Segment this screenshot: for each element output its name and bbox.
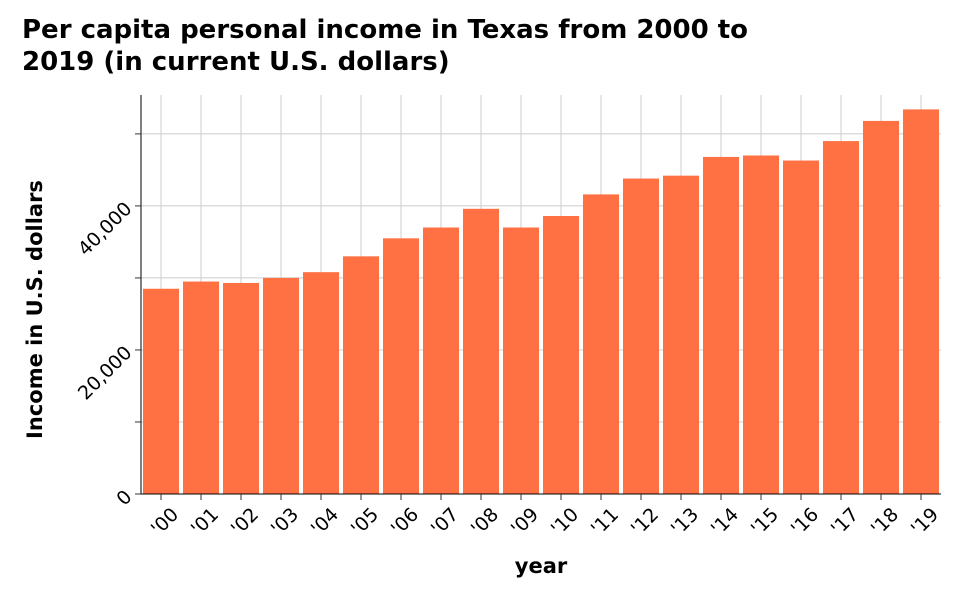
x-tick-label: '17 xyxy=(827,504,863,540)
bar-10 xyxy=(543,215,579,494)
grid-lines xyxy=(141,95,941,494)
x-tick-label: '01 xyxy=(187,504,223,540)
x-tick-label: '13 xyxy=(667,504,703,540)
bar-19 xyxy=(903,109,939,495)
y-tick-label: 40,000 xyxy=(74,198,137,261)
plot-background xyxy=(141,95,941,494)
x-tick-label: '02 xyxy=(227,504,263,540)
bar-12 xyxy=(623,178,659,495)
bar-9 xyxy=(503,227,539,495)
bar-13 xyxy=(663,175,699,495)
x-tick-label: '07 xyxy=(427,504,463,540)
axes xyxy=(135,95,941,500)
bar-4 xyxy=(303,272,339,494)
y-axis-title: Income in U.S. dollars xyxy=(23,180,47,439)
x-tick-label: '06 xyxy=(387,504,423,540)
bar-7 xyxy=(423,227,459,495)
bar-18 xyxy=(863,120,899,494)
bar-11 xyxy=(583,194,619,494)
x-tick-label: '10 xyxy=(547,504,583,540)
bar-8 xyxy=(463,208,499,494)
bar-16 xyxy=(783,160,819,494)
x-tick-label: '12 xyxy=(627,504,663,540)
x-tick-label: '14 xyxy=(707,504,743,540)
x-tick-label: '03 xyxy=(267,504,303,540)
chart-title: Per capita personal income in Texas from… xyxy=(22,15,749,77)
bar-17 xyxy=(823,141,859,494)
x-tick-label: '16 xyxy=(787,504,823,540)
x-tick-label: '04 xyxy=(307,504,343,540)
x-tick-label: '09 xyxy=(507,504,543,540)
bar-2 xyxy=(223,282,259,494)
x-tick-label: '08 xyxy=(467,504,503,540)
bar-14 xyxy=(703,156,739,494)
x-axis-title: year xyxy=(515,554,568,578)
x-tick-label: '11 xyxy=(587,504,623,540)
x-tick-label: '00 xyxy=(147,504,183,540)
x-tick-label: '05 xyxy=(347,504,383,540)
bar-0 xyxy=(143,288,179,494)
bars xyxy=(143,109,939,495)
bar-3 xyxy=(263,277,299,494)
bar-1 xyxy=(183,281,219,494)
y-tick-label: 20,000 xyxy=(74,342,137,405)
bar-5 xyxy=(343,256,379,494)
bar-15 xyxy=(743,155,779,494)
bar-6 xyxy=(383,238,419,494)
x-tick-label: '15 xyxy=(747,504,783,540)
x-tick-label: '18 xyxy=(867,504,903,540)
x-tick-label: '19 xyxy=(907,504,943,540)
y-tick-label: 0 xyxy=(112,486,136,510)
